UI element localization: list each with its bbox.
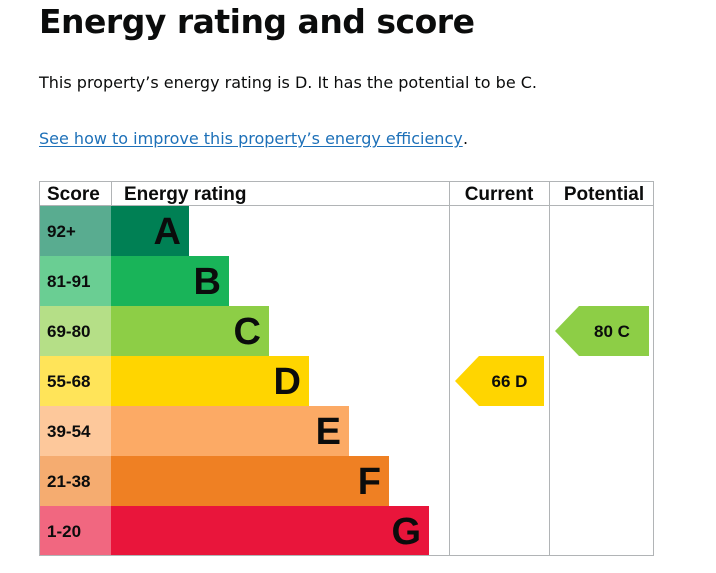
- page-title: Energy rating and score: [39, 2, 475, 41]
- chart-bands: 92+ A 81-91 B 69-80 C 55-68 D 39-54 E 21-38 F 1-20 G: [39, 206, 429, 556]
- rating-bar-e: [111, 406, 349, 456]
- rating-letter-c: C: [234, 311, 261, 353]
- rating-bar-g: [111, 506, 429, 556]
- score-cell-a: [39, 206, 111, 256]
- rating-letter-a: A: [154, 211, 181, 253]
- rating-summary: This property’s energy rating is D. It h…: [39, 73, 537, 92]
- rating-bar-b: [111, 256, 229, 306]
- rating-bar-a: [111, 206, 189, 256]
- score-cell-f: [39, 456, 111, 506]
- rating-bar-d: [111, 356, 309, 406]
- chart-arrows: 66 D 80 C: [455, 306, 649, 406]
- score-cell-d: [39, 356, 111, 406]
- header-energy-rating: Energy rating: [124, 184, 246, 205]
- chart-border: [39, 181, 654, 556]
- rating-letter-g: G: [391, 511, 421, 553]
- rating-letter-b: B: [194, 261, 221, 303]
- rating-letter-e: E: [316, 411, 341, 453]
- score-range-e: 39-54: [47, 422, 91, 441]
- score-range-c: 69-80: [47, 322, 90, 341]
- rating-bar-c: [111, 306, 269, 356]
- score-range-f: 21-38: [47, 472, 90, 491]
- score-cell-c: [39, 306, 111, 356]
- link-trailing-period: .: [463, 129, 469, 148]
- rating-letter-f: F: [358, 461, 381, 503]
- chart-headers: Score Energy rating Current Potential: [47, 184, 644, 205]
- score-range-g: 1-20: [47, 522, 81, 541]
- score-range-d: 55-68: [47, 372, 90, 391]
- score-range-a: 92+: [47, 222, 76, 241]
- header-potential: Potential: [564, 184, 644, 205]
- score-cell-g: [39, 506, 111, 556]
- improve-efficiency-link[interactable]: See how to improve this property’s energ…: [39, 129, 463, 148]
- header-current: Current: [465, 184, 534, 205]
- rating-bar-f: [111, 456, 389, 506]
- potential-rating-label: 80 C: [594, 322, 630, 341]
- score-range-b: 81-91: [47, 272, 90, 291]
- rating-letter-d: D: [274, 361, 301, 403]
- potential-arrow: [555, 306, 649, 356]
- score-cell-e: [39, 406, 111, 456]
- score-cell-b: [39, 256, 111, 306]
- header-score: Score: [47, 184, 100, 205]
- current-rating-label: 66 D: [492, 372, 528, 391]
- current-arrow: [455, 356, 544, 406]
- chart-grid: [39, 181, 654, 556]
